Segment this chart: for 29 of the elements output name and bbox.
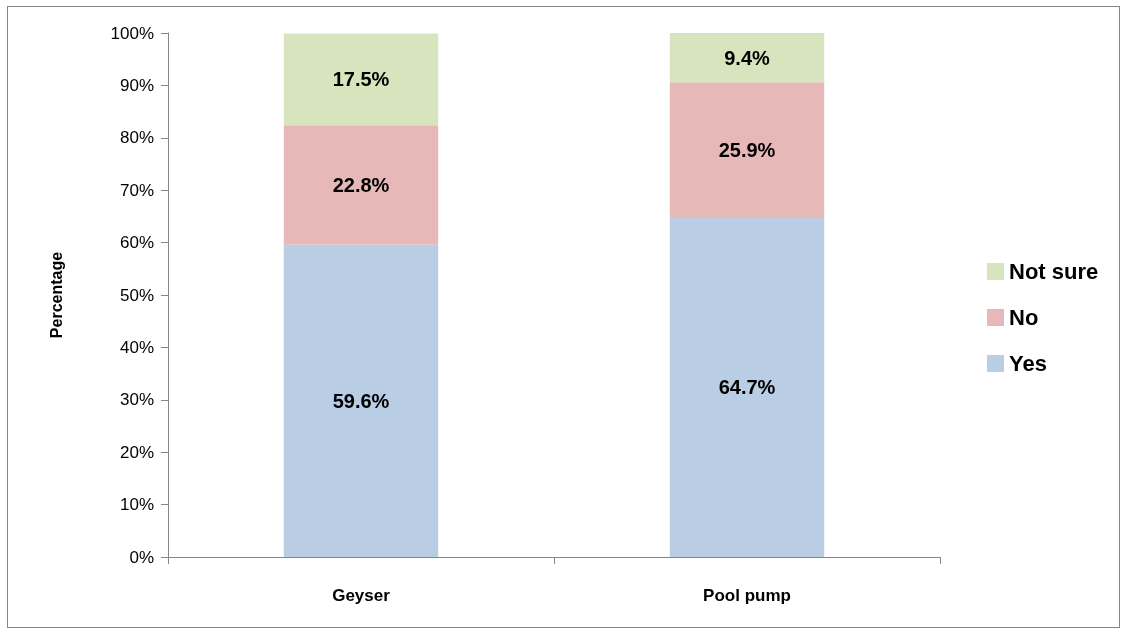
- y-tick-label: 70%: [119, 180, 154, 200]
- x-tick-label: Geyser: [332, 586, 391, 605]
- y-tick-label: 40%: [119, 337, 154, 357]
- y-tick-label: 60%: [119, 233, 154, 253]
- y-tick-label: 30%: [119, 390, 154, 410]
- bar: [669, 33, 825, 83]
- data-label: 17.5%: [332, 68, 390, 91]
- data-label: 59.6%: [332, 389, 390, 412]
- data-label: 9.4%: [724, 46, 771, 69]
- bar: [283, 125, 439, 245]
- data-label: 64.7%: [718, 376, 776, 399]
- y-tick-label: 50%: [119, 285, 154, 305]
- y-tick-label: 90%: [119, 75, 154, 95]
- y-tick-label: 100%: [110, 23, 154, 43]
- legend-label: Yes: [1009, 351, 1047, 376]
- y-tick-label: 0%: [129, 547, 154, 567]
- y-tick-label: 80%: [119, 128, 154, 148]
- legend-label: Not sure: [1009, 259, 1099, 284]
- legend-label: No: [1009, 305, 1039, 330]
- bar: [669, 217, 825, 557]
- y-axis-title: Percentage: [47, 251, 65, 339]
- bar: [283, 33, 439, 126]
- bar: [669, 82, 825, 218]
- y-tick-label: 20%: [119, 442, 154, 462]
- x-tick-label: Pool pump: [703, 586, 791, 605]
- bar: [283, 244, 439, 557]
- data-label: 25.9%: [718, 139, 776, 162]
- y-tick-label: 10%: [119, 495, 154, 515]
- data-label: 22.8%: [332, 173, 390, 196]
